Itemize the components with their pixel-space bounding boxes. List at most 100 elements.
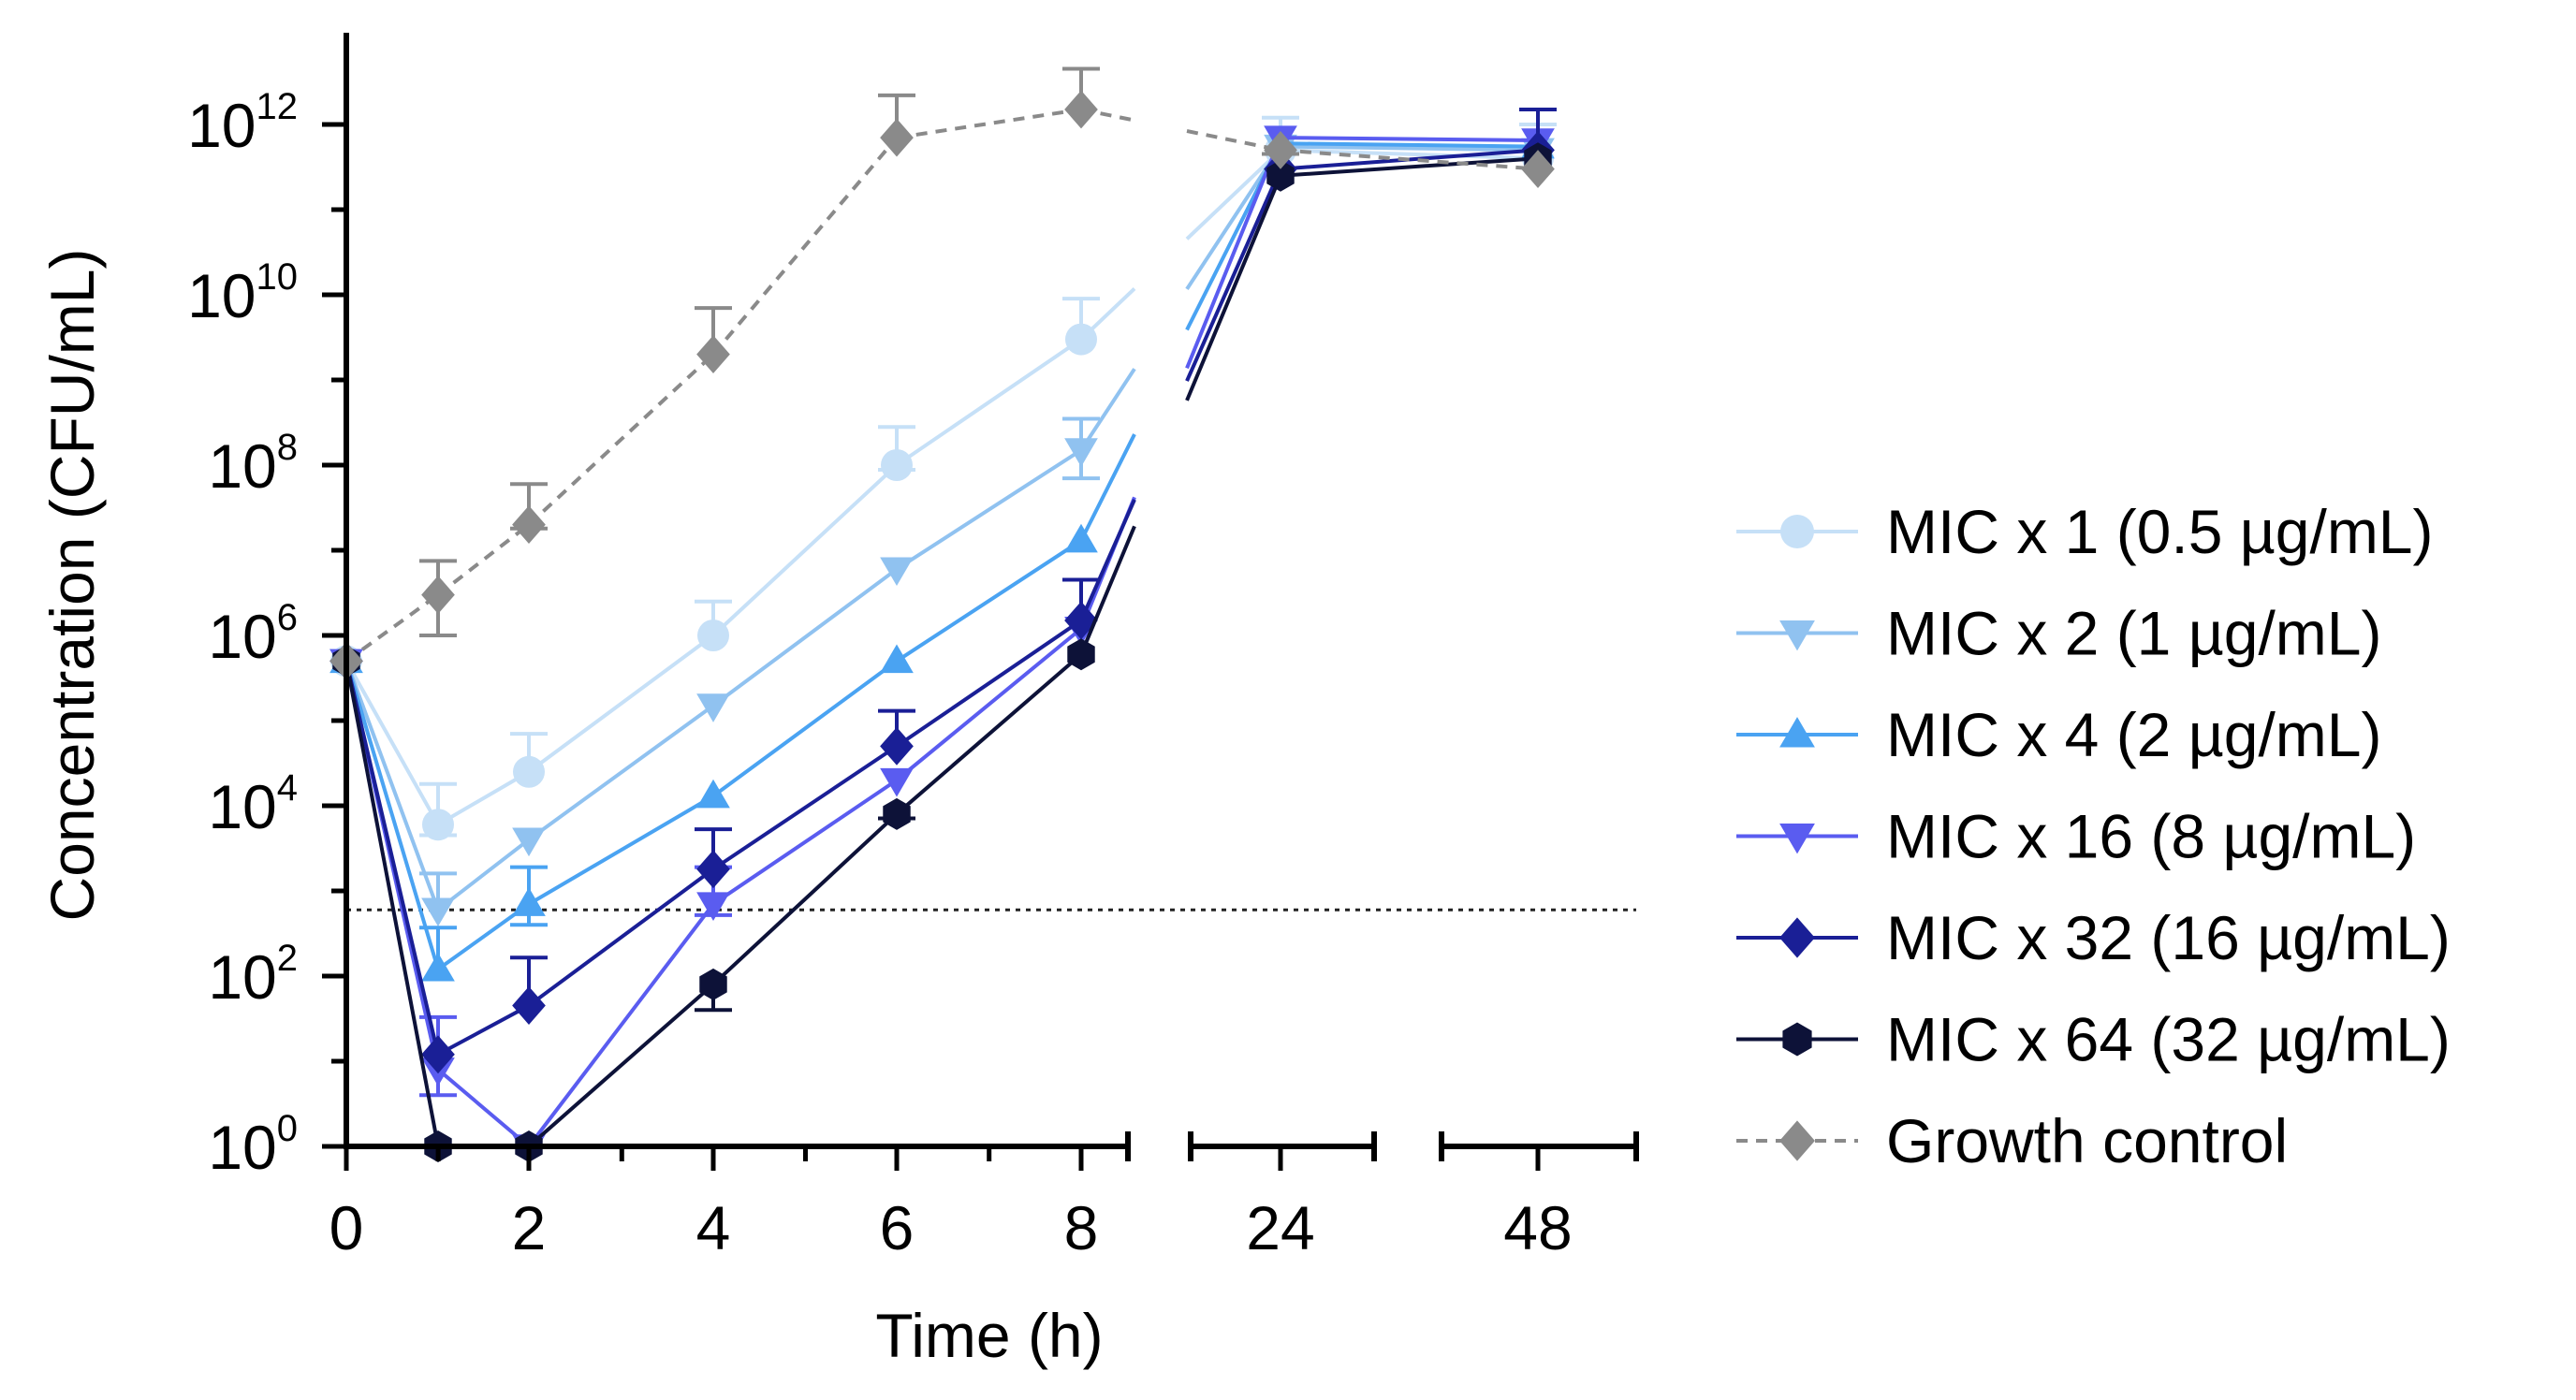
legend-label: MIC x 32 (16 µg/mL)	[1886, 903, 2451, 972]
series-line	[344, 661, 440, 1147]
series-line	[437, 1003, 530, 1057]
series-line	[896, 107, 1082, 140]
series-line	[1079, 525, 1136, 655]
data-point	[880, 118, 914, 157]
data-point	[1521, 150, 1555, 188]
legend: MIC x 1 (0.5 µg/mL) MIC x 2 (1 µg/mL) MIC …	[1736, 497, 2451, 1175]
data-point	[699, 968, 727, 1000]
legend-swatch-marker	[1779, 1120, 1815, 1161]
x-tick-label: 24	[1246, 1193, 1314, 1262]
data-point	[422, 809, 454, 841]
series-line	[1280, 136, 1539, 143]
series-line	[527, 902, 715, 1148]
series-line	[436, 770, 531, 826]
x-tick-label: 6	[880, 1193, 915, 1262]
series-line	[527, 704, 715, 841]
data-point	[1064, 601, 1098, 640]
legend-item: MIC x 16 (8 µg/mL)	[1736, 802, 2416, 871]
legend-label: MIC x 1 (0.5 µg/mL)	[1886, 497, 2434, 566]
legend-label: MIC x 4 (2 µg/mL)	[1886, 700, 2381, 769]
y-tick-label: 108	[208, 427, 298, 501]
y-tick-label: 1010	[187, 256, 298, 330]
series-line	[711, 463, 899, 637]
series-6	[329, 66, 1555, 680]
series-line	[527, 794, 715, 906]
x-tick-label: 4	[696, 1193, 731, 1262]
series-line	[711, 744, 899, 871]
x-tick-label: 2	[512, 1193, 547, 1262]
legend-swatch-marker	[1780, 515, 1814, 548]
series-line	[527, 634, 715, 774]
axis-labels-layer: Time (h) Concentration (CFU/mL)	[37, 249, 1104, 1370]
series-line	[1185, 137, 1282, 370]
y-tick-label: 104	[208, 767, 298, 841]
data-point	[421, 952, 455, 982]
series-line	[711, 659, 899, 798]
series-line	[1280, 144, 1539, 153]
data-point	[696, 335, 730, 374]
data-point	[1064, 438, 1098, 467]
x-tick-label: 0	[329, 1193, 364, 1262]
legend-label: Growth control	[1886, 1106, 2288, 1175]
series-line	[436, 1068, 531, 1148]
data-point	[1266, 159, 1295, 192]
data-point	[696, 892, 730, 921]
data-point	[880, 726, 914, 766]
series-line	[344, 660, 440, 970]
legend-swatch-marker	[1779, 917, 1815, 958]
series-line	[527, 353, 715, 527]
legend-item: MIC x 1 (0.5 µg/mL)	[1736, 497, 2434, 566]
x-axis-title: Time (h)	[875, 1301, 1103, 1370]
series-line	[1185, 148, 1282, 241]
legend-item: MIC x 4 (2 µg/mL)	[1736, 700, 2381, 769]
legend-swatch-marker	[1779, 824, 1815, 854]
data-point	[881, 449, 913, 481]
series-0	[330, 115, 1557, 841]
series-line	[711, 778, 899, 906]
data-point	[1064, 90, 1098, 129]
series-line	[895, 619, 1083, 749]
series-line	[1280, 148, 1539, 171]
series-line	[1079, 499, 1136, 621]
data-point	[880, 557, 914, 587]
legend-label: MIC x 16 (8 µg/mL)	[1886, 802, 2416, 871]
series-line	[1185, 175, 1282, 401]
y-tick-label: 106	[208, 597, 298, 671]
legend-swatch-marker	[1779, 717, 1815, 748]
series-line	[527, 983, 715, 1148]
series-2	[329, 126, 1555, 982]
data-point	[421, 576, 455, 614]
series-4	[329, 107, 1557, 1074]
data-point	[696, 779, 730, 809]
series-line	[895, 652, 1083, 816]
data-point	[421, 1035, 455, 1074]
data-point	[883, 797, 911, 830]
data-point	[880, 644, 914, 674]
series-line	[1280, 141, 1539, 149]
x-tick-label: 48	[1503, 1193, 1572, 1262]
legend-label: MIC x 64 (32 µg/mL)	[1886, 1005, 2451, 1074]
series-line	[895, 627, 1083, 782]
legend-swatch-marker	[1779, 620, 1815, 651]
data-point	[512, 887, 546, 916]
series-line	[895, 337, 1083, 467]
series-line	[527, 868, 715, 1008]
series-line	[344, 660, 440, 911]
series-line	[1185, 168, 1282, 382]
legend-item: MIC x 2 (1 µg/mL)	[1736, 599, 2381, 668]
series-line	[344, 660, 440, 826]
series-line	[1079, 368, 1136, 452]
y-axis-title: Concentration (CFU/mL)	[37, 249, 107, 922]
data-point	[696, 850, 730, 889]
data-point	[512, 505, 546, 545]
data-point	[880, 767, 914, 797]
series-line	[711, 812, 899, 986]
legend-swatch-marker	[1782, 1022, 1812, 1057]
data-point	[697, 620, 729, 651]
data-point	[1064, 523, 1098, 553]
data-point	[512, 986, 546, 1025]
series-3	[329, 125, 1555, 1163]
series-line	[344, 660, 440, 1056]
